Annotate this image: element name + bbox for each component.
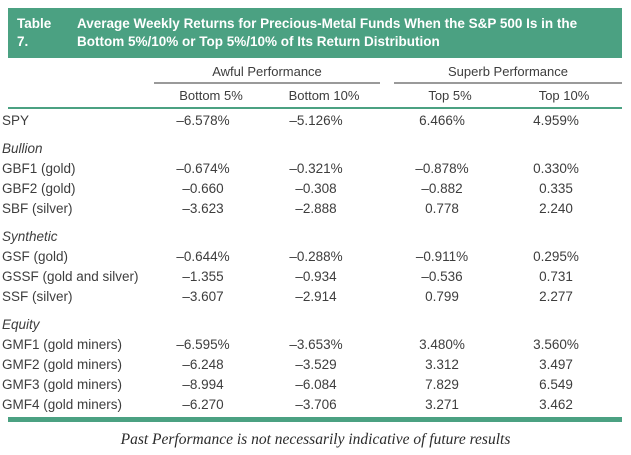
table-row: GSF (gold) –0.644% –0.288% –0.911% 0.295% — [0, 247, 631, 267]
value-cell: –2.888 — [295, 201, 337, 216]
value-cell: –0.934 — [295, 269, 337, 284]
section-label: Synthetic — [2, 229, 58, 244]
group-header-superb-performance: Superb Performance — [394, 64, 622, 84]
value-cell: –3.653% — [289, 337, 343, 352]
value-cell: –8.994 — [182, 377, 224, 392]
value-cell: 6.466% — [419, 113, 465, 128]
value-cell: –3.607 — [182, 289, 224, 304]
fund-label: GMF1 (gold miners) — [2, 337, 123, 352]
table-number: Table 7. — [17, 16, 52, 49]
value-cell: –0.321% — [289, 161, 343, 176]
column-header-row: Bottom 5% Bottom 10% Top 5% Top 10% — [8, 84, 622, 107]
table-row: GBF1 (gold) –0.674% –0.321% –0.878% 0.330% — [0, 159, 631, 179]
table-row: GMF3 (gold miners) –8.994 –6.084 7.829 6.549 — [0, 375, 631, 395]
column-group-header-row: Awful Performance Superb Performance — [8, 58, 622, 84]
table-bottom-rule — [8, 417, 622, 422]
column-header-bottom-10: Bottom 10% — [288, 88, 360, 103]
section-row: Synthetic — [0, 219, 631, 247]
table-row: GMF4 (gold miners) –6.270 –3.706 3.271 3.462 — [0, 395, 631, 415]
value-cell: –0.288% — [289, 249, 343, 264]
value-cell: –5.126% — [289, 113, 343, 128]
section-row: Bullion — [0, 131, 631, 159]
value-cell: 3.271 — [425, 397, 459, 412]
value-cell: –6.084 — [295, 377, 337, 392]
value-cell: –3.529 — [295, 357, 337, 372]
value-cell: –3.623 — [182, 201, 224, 216]
table-banner: Table 7. Average Weekly Returns for Prec… — [8, 8, 622, 58]
value-cell: –0.911% — [415, 249, 469, 264]
value-cell: –0.878% — [415, 161, 469, 176]
fund-label: SBF (silver) — [2, 201, 73, 216]
disclaimer-caption: Past Performance is not necessarily indi… — [120, 431, 511, 448]
fund-label: GMF3 (gold miners) — [2, 377, 123, 392]
table-title-line2: Bottom 5%/10% or Top 5%/10% of Its Retur… — [77, 34, 440, 49]
value-cell: –6.270 — [182, 397, 224, 412]
table-row: SBF (silver) –3.623 –2.888 0.778 2.240 — [0, 199, 631, 219]
column-header-bottom-5: Bottom 5% — [179, 88, 243, 103]
value-cell: –6.578% — [176, 113, 230, 128]
value-cell: –0.882 — [421, 181, 463, 196]
fund-label: GBF2 (gold) — [2, 181, 76, 196]
value-cell: 2.240 — [539, 201, 573, 216]
value-cell: 7.829 — [425, 377, 459, 392]
value-cell: 0.799 — [425, 289, 459, 304]
section-label: Equity — [2, 317, 40, 332]
value-cell: 3.560% — [533, 337, 579, 352]
value-cell: 0.295% — [533, 249, 579, 264]
column-header-top-5: Top 5% — [428, 88, 472, 103]
fund-label: GSSF (gold and silver) — [2, 269, 139, 284]
value-cell: –0.660 — [182, 181, 224, 196]
table-row: SPY –6.578% –5.126% 6.466% 4.959% — [0, 109, 631, 131]
group-header-awful-performance: Awful Performance — [154, 64, 380, 84]
value-cell: 3.462 — [539, 397, 573, 412]
value-cell: –3.706 — [295, 397, 337, 412]
value-cell: 3.497 — [539, 357, 573, 372]
table-row: SSF (silver) –3.607 –2.914 0.799 2.277 — [0, 287, 631, 307]
value-cell: 6.549 — [539, 377, 573, 392]
table-title-line1: Average Weekly Returns for Precious-Meta… — [77, 16, 578, 31]
section-row: Equity — [0, 307, 631, 335]
value-cell: –0.674% — [176, 161, 230, 176]
fund-label: SSF (silver) — [2, 289, 73, 304]
header-divider-rule — [8, 107, 622, 109]
fund-label: GSF (gold) — [2, 249, 69, 264]
table-body: SPY –6.578% –5.126% 6.466% 4.959% Bullion GBF1… — [0, 109, 631, 415]
value-cell: 0.778 — [425, 201, 459, 216]
value-cell: 0.335 — [539, 181, 573, 196]
table-row: GMF1 (gold miners) –6.595% –3.653% 3.480% 3.… — [0, 335, 631, 355]
table-row: GSSF (gold and silver) –1.355 –0.934 –0.536… — [0, 267, 631, 287]
fund-label: GMF2 (gold miners) — [2, 357, 123, 372]
column-header-top-10: Top 10% — [538, 88, 590, 103]
value-cell: 4.959% — [533, 113, 579, 128]
table-row: GMF2 (gold miners) –6.248 –3.529 3.312 3.497 — [0, 355, 631, 375]
section-label: Bullion — [2, 141, 43, 156]
value-cell: –1.355 — [182, 269, 224, 284]
value-cell: –0.308 — [295, 181, 337, 196]
value-cell: –6.595% — [176, 337, 230, 352]
value-cell: 3.480% — [419, 337, 465, 352]
fund-label: GMF4 (gold miners) — [2, 397, 123, 412]
value-cell: 3.312 — [425, 357, 459, 372]
table-title: Average Weekly Returns for Precious-Meta… — [77, 15, 610, 51]
table-row: GBF2 (gold) –0.660 –0.308 –0.882 0.335 — [0, 179, 631, 199]
fund-label: GBF1 (gold) — [2, 161, 76, 176]
fund-label: SPY — [2, 113, 30, 128]
value-cell: 0.330% — [533, 161, 579, 176]
value-cell: –2.914 — [295, 289, 337, 304]
value-cell: –0.644% — [176, 249, 230, 264]
value-cell: 2.277 — [539, 289, 573, 304]
value-cell: –6.248 — [182, 357, 224, 372]
value-cell: 0.731 — [539, 269, 573, 284]
value-cell: –0.536 — [421, 269, 463, 284]
